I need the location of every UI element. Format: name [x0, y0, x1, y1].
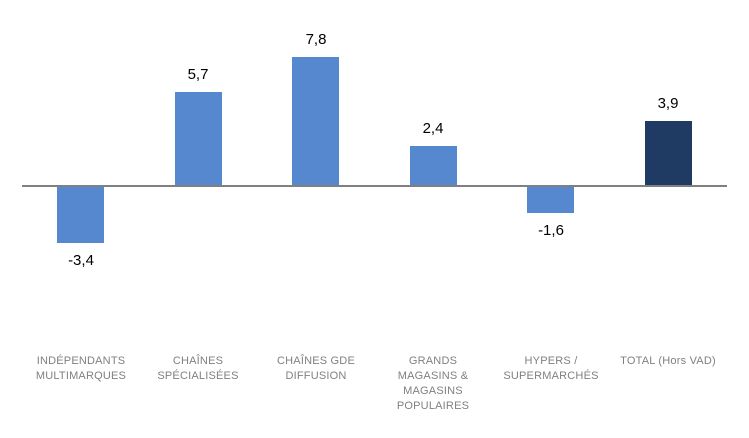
value-label: 5,7: [187, 66, 209, 83]
category-label-line: CHAÎNES GDE: [277, 355, 355, 367]
category-label-line: POPULAIRES: [396, 400, 470, 412]
value-label: 7,8: [305, 31, 327, 48]
category-label-line: SUPERMARCHÉS: [503, 370, 599, 382]
bar: [645, 121, 692, 185]
category-label-line: HYPERS /: [524, 355, 578, 367]
category-label: INDÉPENDANTS MULTIMARQUES: [22, 354, 140, 384]
bar: [527, 187, 574, 213]
value-label: -1,6: [538, 222, 564, 239]
value-label: 2,4: [422, 120, 444, 137]
bar: [292, 57, 339, 185]
category-label: TOTAL (Hors VAD): [609, 354, 727, 369]
category-label-line: SPÉCIALISÉES: [157, 370, 239, 382]
x-axis-line: [22, 185, 727, 187]
category-label-line: GRANDS: [408, 355, 458, 367]
category-label-line: TOTAL (Hors VAD): [620, 355, 716, 367]
category-label-line: MULTIMARQUES: [35, 370, 127, 382]
category-label: CHAÎNES SPÉCIALISÉES: [139, 354, 257, 384]
category-label-line: MAGASINS: [403, 385, 463, 397]
value-label: -3,4: [68, 252, 94, 269]
bar: [410, 146, 457, 185]
category-label-line: MAGASINS &: [397, 370, 469, 382]
category-label-line: DIFFUSION: [285, 370, 347, 382]
value-label: 3,9: [657, 95, 679, 112]
category-label: HYPERS / SUPERMARCHÉS: [492, 354, 610, 384]
category-label: CHAÎNES GDE DIFFUSION: [257, 354, 375, 384]
category-label: GRANDS MAGASINS & MAGASINS POPULAIRES: [374, 354, 492, 414]
bar: [175, 92, 222, 185]
category-label-line: CHAÎNES: [172, 355, 224, 367]
category-label-line: INDÉPENDANTS: [36, 355, 126, 367]
bar: [57, 187, 104, 243]
